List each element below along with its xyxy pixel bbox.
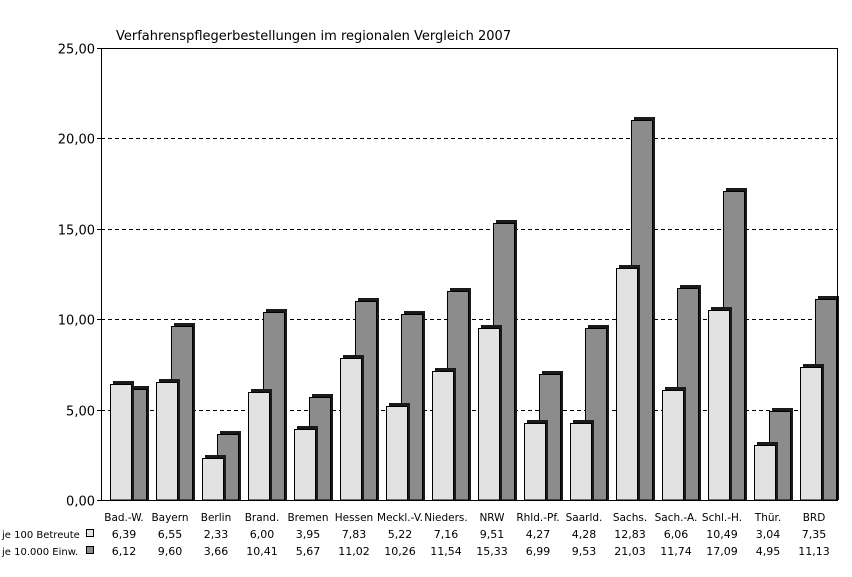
- data-table-value: 6,55: [158, 528, 183, 541]
- data-table-value: 10,26: [384, 545, 416, 558]
- bar-je-100-betreute: [248, 392, 270, 501]
- category-label: Schl.-H.: [702, 512, 742, 524]
- bar-je-100-betreute: [386, 406, 408, 501]
- bar-je-100-betreute: [662, 390, 684, 501]
- data-table-value: 7,35: [802, 528, 827, 541]
- y-tick-label: 20,00: [58, 133, 95, 148]
- bar-je-100-betreute: [340, 358, 362, 501]
- category-label: Meckl.-V.: [377, 512, 423, 524]
- data-table-value: 10,49: [706, 528, 738, 541]
- data-table-value: 17,09: [706, 545, 738, 558]
- data-table-value: 11,02: [338, 545, 370, 558]
- data-table-value: 6,00: [250, 528, 275, 541]
- data-table-value: 15,33: [476, 545, 508, 558]
- category-label: Sach.-A.: [655, 512, 698, 524]
- category-label: Bremen: [287, 512, 328, 524]
- bar-je-100-betreute: [202, 458, 224, 501]
- data-table-value: 4,28: [572, 528, 597, 541]
- legend-swatch: [86, 529, 94, 537]
- category-label: Bad.-W.: [104, 512, 144, 524]
- data-table-value: 4,95: [756, 545, 781, 558]
- data-table-value: 11,54: [430, 545, 462, 558]
- data-table-value: 4,27: [526, 528, 551, 541]
- bar-je-100-betreute: [570, 423, 592, 501]
- data-table-value: 7,83: [342, 528, 367, 541]
- data-table-value: 5,67: [296, 545, 321, 558]
- data-table-value: 9,51: [480, 528, 505, 541]
- legend-swatch: [86, 546, 94, 554]
- legend-label: je 100 Betreute: [1, 530, 80, 541]
- category-label: Thür.: [754, 512, 781, 524]
- bar-je-100-betreute: [110, 384, 132, 501]
- bar-je-100-betreute: [524, 423, 546, 501]
- data-table-value: 6,12: [112, 545, 137, 558]
- bar-je-100-betreute: [294, 429, 316, 501]
- legend-label: je 10.000 Einw.: [1, 547, 78, 558]
- data-table-value: 7,16: [434, 528, 459, 541]
- data-table-value: 11,74: [660, 545, 692, 558]
- data-table-value: 3,66: [204, 545, 229, 558]
- data-table-value: 2,33: [204, 528, 229, 541]
- category-label: Nieders.: [424, 512, 467, 524]
- data-table-value: 21,03: [614, 545, 646, 558]
- category-label: Saarld.: [566, 512, 603, 524]
- category-label: Berlin: [201, 512, 231, 524]
- y-tick-label: 15,00: [58, 224, 95, 239]
- data-table-value: 6,99: [526, 545, 551, 558]
- data-table: Bad.-W. 6,39 6,12 Bayern 6,55 9,60 Berlin 2,33 3…: [1, 512, 830, 558]
- data-table-value: 9,53: [572, 545, 597, 558]
- category-label: Sachs.: [613, 512, 647, 524]
- category-label: NRW: [479, 512, 505, 524]
- data-table-value: 3,04: [756, 528, 781, 541]
- data-table-value: 3,95: [296, 528, 321, 541]
- category-label: Hessen: [335, 512, 373, 524]
- chart-title: Verfahrenspflegerbestellungen im regiona…: [116, 29, 511, 44]
- plot-frame: [101, 48, 838, 501]
- bar-je-100-betreute: [708, 310, 730, 501]
- data-table-value: 12,83: [614, 528, 646, 541]
- y-tick-label: 25,00: [58, 43, 95, 58]
- bar-je-100-betreute: [432, 371, 454, 501]
- bar-je-100-betreute: [800, 367, 822, 501]
- data-table-value: 11,13: [798, 545, 830, 558]
- bars: [110, 117, 839, 501]
- category-label: Brand.: [245, 512, 280, 524]
- bar-je-100-betreute: [156, 382, 178, 501]
- category-label: Rhld.-Pf.: [516, 512, 559, 524]
- category-label: Bayern: [151, 512, 188, 524]
- y-tick-label: 5,00: [66, 405, 95, 420]
- bar-je-100-betreute: [478, 328, 500, 501]
- data-table-value: 5,22: [388, 528, 413, 541]
- bar-je-100-betreute: [616, 268, 638, 501]
- data-table-value: 6,39: [112, 528, 137, 541]
- category-label: BRD: [803, 512, 826, 524]
- data-table-value: 10,41: [246, 545, 278, 558]
- y-axis: 0,00 5,00 10,00 15,00 20,00 25,00: [58, 43, 101, 510]
- bar-je-100-betreute: [754, 445, 776, 501]
- y-tick-label: 10,00: [58, 314, 95, 329]
- data-table-value: 9,60: [158, 545, 183, 558]
- data-table-value: 6,06: [664, 528, 689, 541]
- y-tick-label: 0,00: [66, 495, 95, 510]
